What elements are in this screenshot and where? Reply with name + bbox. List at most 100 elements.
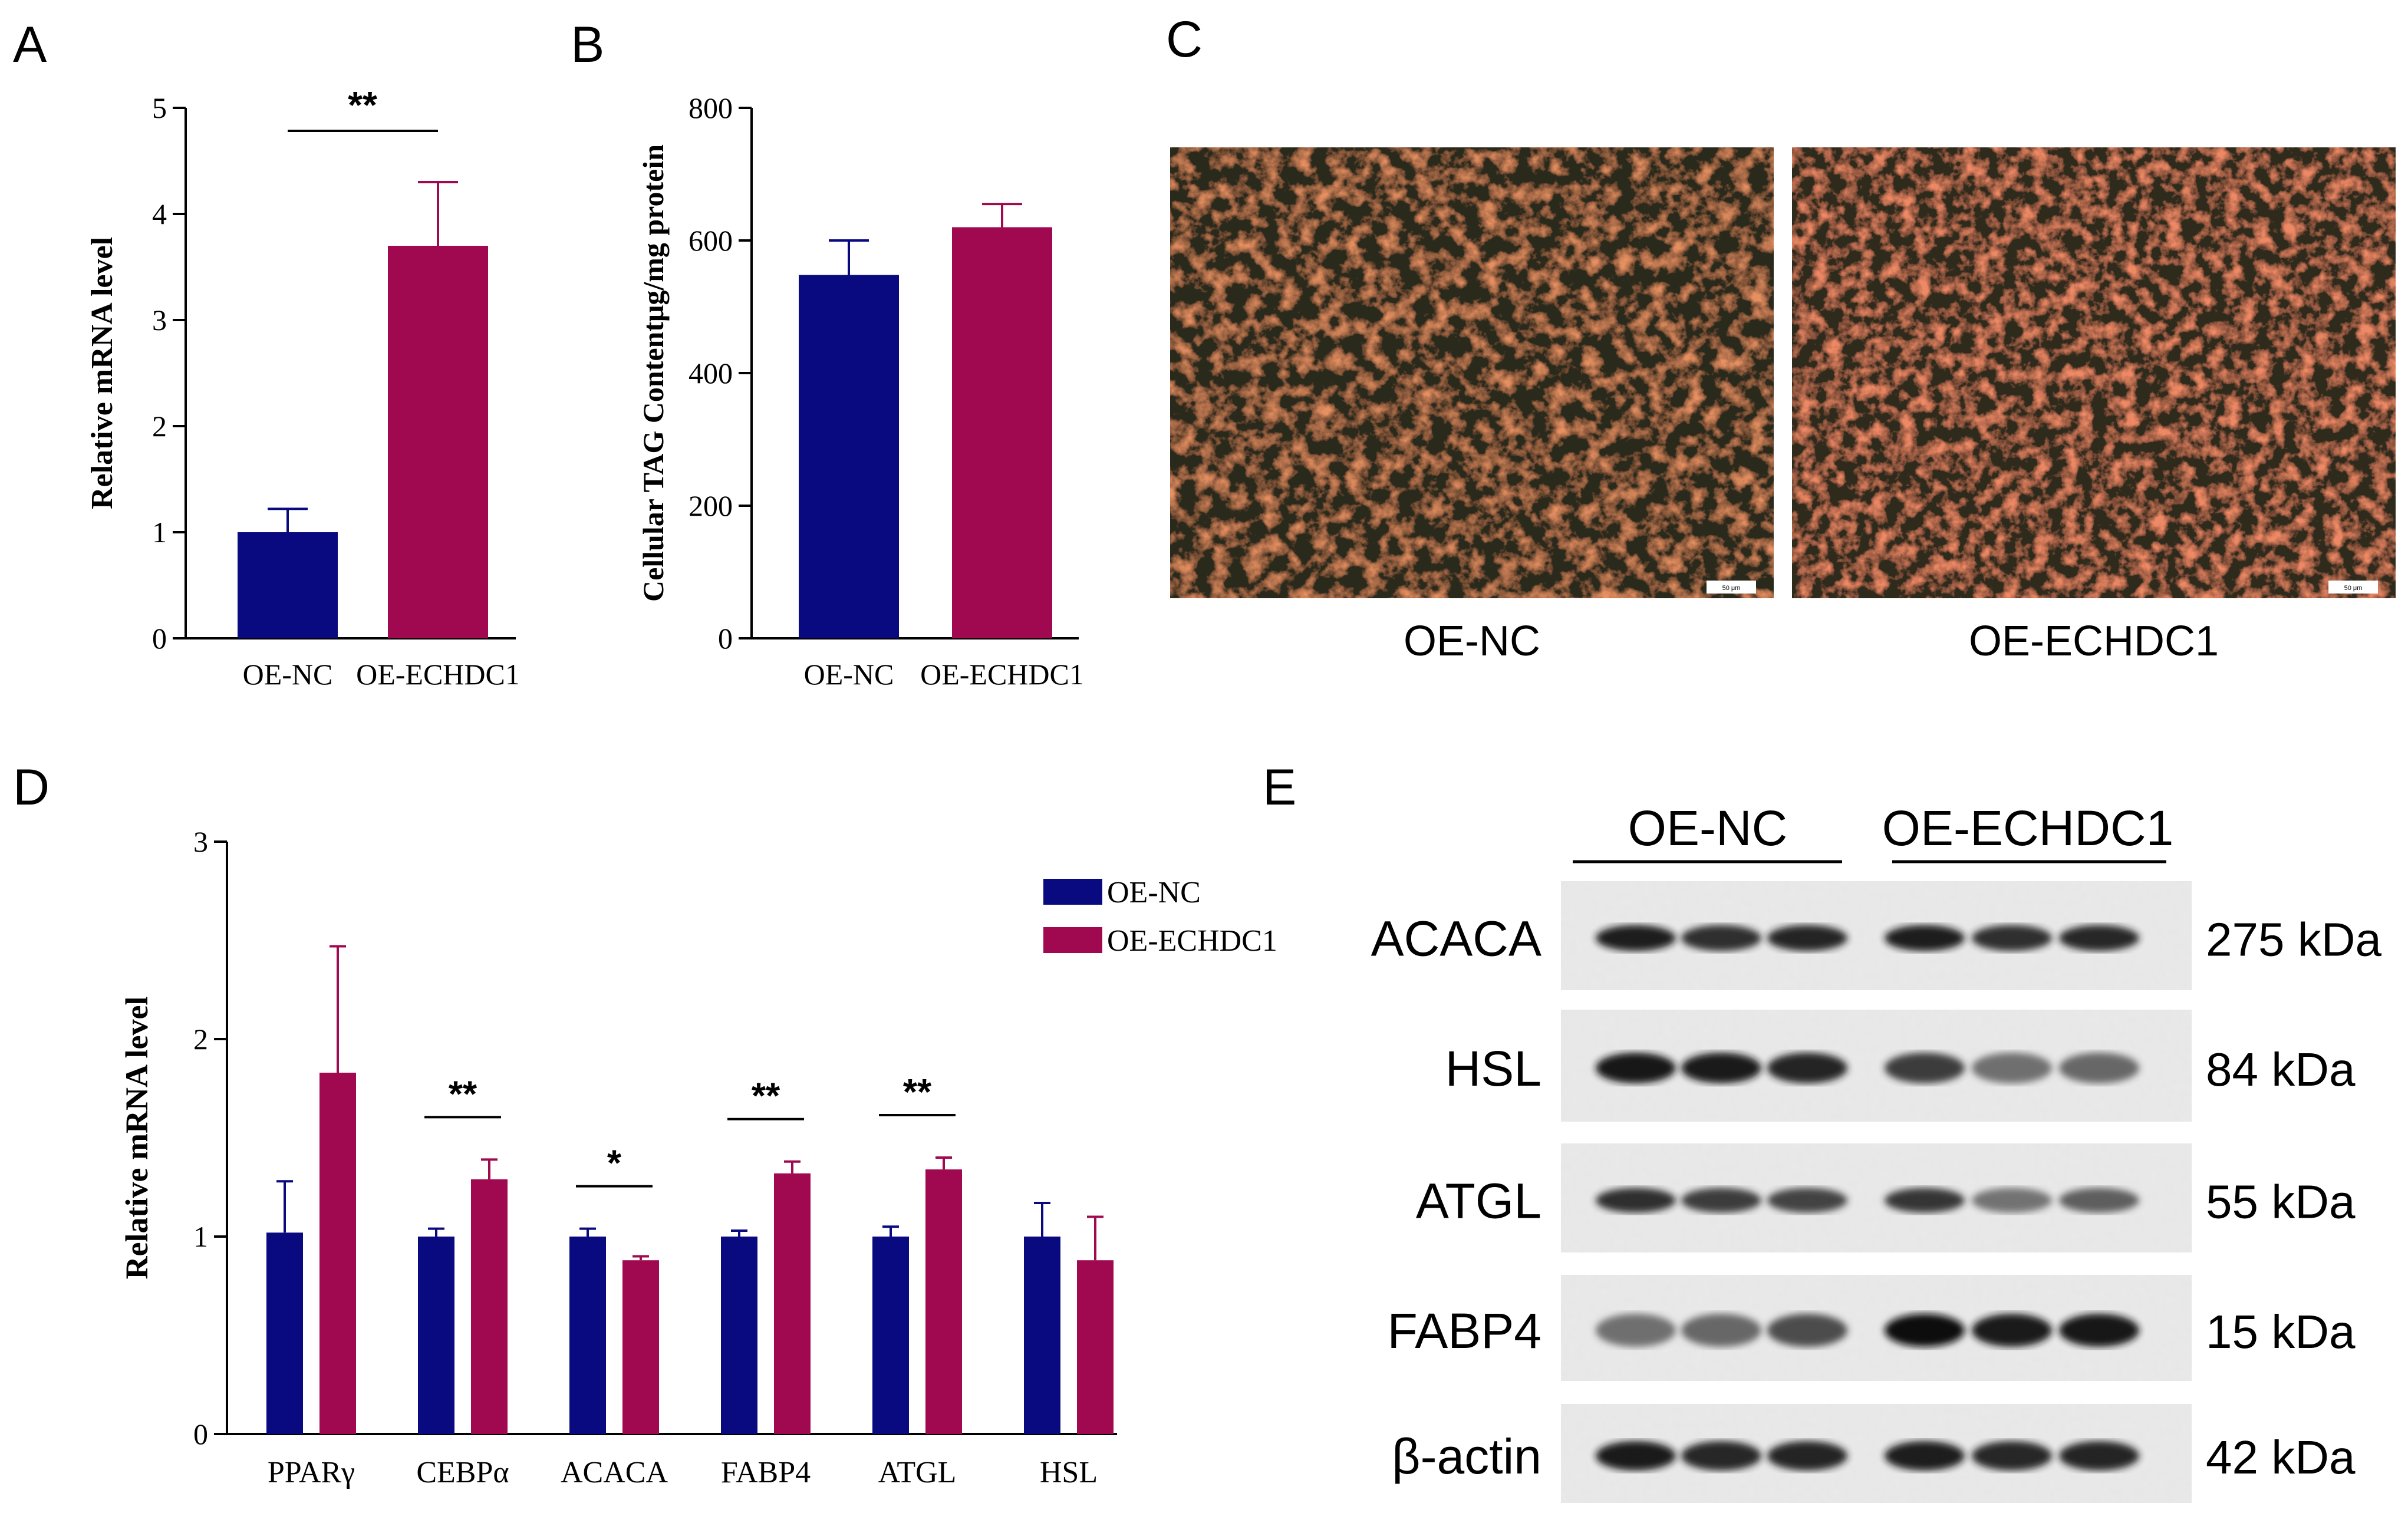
- chart-d-bar: [774, 1173, 811, 1434]
- blot-band: [2059, 1188, 2139, 1213]
- blot-band: [1972, 1314, 2052, 1347]
- blot-band: [1596, 1314, 1676, 1347]
- chart-d-legend-swatch: [1043, 927, 1102, 953]
- chart-d-bar: [569, 1237, 606, 1434]
- blot-band: [1885, 1188, 1965, 1213]
- chart-d-y-tick-label: 0: [193, 1417, 208, 1451]
- chart-b-x-tick-label: OE-NC: [804, 658, 894, 691]
- panel-letter-c: C: [1166, 11, 1203, 68]
- blot-band: [1681, 1441, 1761, 1471]
- chart-a-y-tick-label: 3: [152, 304, 167, 337]
- panel-letter-e: E: [1263, 759, 1296, 816]
- chart-b-bar: [952, 227, 1052, 638]
- blot-band: [2059, 925, 2139, 951]
- chart-a-y-tick-label: 5: [152, 91, 167, 124]
- blot-band: [1767, 1188, 1847, 1213]
- chart-d-legend-label: OE-ECHDC1: [1107, 924, 1277, 958]
- chart-d-bar: [266, 1232, 303, 1434]
- chart-b: 0 200 400 600 800 Cellular TAG Contentμg/mg p…: [637, 91, 1084, 691]
- chart-b-y-tick-label: 0: [718, 622, 733, 655]
- blot-band: [1767, 1314, 1847, 1347]
- chart-d-bar: [721, 1237, 757, 1434]
- blot-band: [1681, 1053, 1761, 1083]
- blot-band: [1972, 925, 2052, 951]
- chart-d-x-tick-label: ACACA: [561, 1456, 668, 1489]
- chart-d-bar: [418, 1237, 454, 1434]
- blot-group-label-oe-nc: OE-NC: [1628, 800, 1788, 856]
- blot-band: [1767, 925, 1847, 951]
- scale-bar-label-echdc1: 50 μm: [2344, 585, 2363, 592]
- chart-d: 0 1 2 3 Relative mRNA level PPARγ CEBPα ACACA FA…: [119, 825, 1277, 1489]
- blot-band: [1596, 1053, 1676, 1083]
- blot-band: [1885, 1314, 1965, 1347]
- chart-d-bar: [925, 1169, 962, 1434]
- blot-band: [1972, 1188, 2052, 1213]
- blot-band: [1681, 1188, 1761, 1213]
- scale-bar-echdc1: [2328, 581, 2378, 594]
- chart-d-legend-swatch: [1043, 879, 1102, 905]
- blot-protein-label: FABP4: [1388, 1303, 1541, 1359]
- scale-bar-label-nc: 50 μm: [1722, 585, 1741, 592]
- blot-size-label: 55 kDa: [2206, 1176, 2356, 1228]
- chart-a-y-tick-label: 4: [152, 197, 167, 230]
- chart-d-bar: [622, 1260, 659, 1434]
- blot-band: [1596, 1188, 1676, 1213]
- microscopy-panel: 50 μm 50 μm OE-NC OE-ECHDC1: [1170, 147, 2396, 665]
- blot-size-label: 275 kDa: [2206, 914, 2381, 966]
- chart-d-bar: [471, 1179, 508, 1434]
- chart-b-y-tick-label: 400: [689, 357, 733, 390]
- chart-a-bar: [238, 532, 338, 638]
- microscopy-image-oe-echdc1: [1792, 147, 2396, 598]
- blot-band: [1767, 1441, 1847, 1471]
- chart-d-bar: [319, 1072, 356, 1434]
- chart-a-y-tick-label: 0: [152, 622, 167, 655]
- chart-d-y-tick-label: 2: [193, 1023, 208, 1056]
- western-blot-panel: OE-NC OE-ECHDC1 ACACA 275 kDa HSL 84 kDa ATG…: [1371, 800, 2381, 1503]
- blot-band: [1596, 1441, 1676, 1471]
- chart-a-x-tick-label: OE-NC: [243, 658, 333, 691]
- chart-d-y-tick-label: 1: [193, 1220, 208, 1253]
- chart-b-bar: [799, 275, 899, 638]
- blot-protein-label: ATGL: [1416, 1173, 1541, 1229]
- panel-letter-b: B: [571, 17, 604, 73]
- chart-b-y-tick-label: 800: [689, 91, 733, 124]
- blot-band: [1885, 925, 1965, 951]
- blot-protein-label: β-actin: [1392, 1429, 1541, 1484]
- blot-protein-label: ACACA: [1371, 911, 1541, 967]
- chart-a-x-tick-label: OE-ECHDC1: [356, 658, 520, 691]
- blot-band: [1681, 925, 1761, 951]
- microscopy-caption-oe-nc: OE-NC: [1404, 618, 1540, 665]
- chart-d-bar: [872, 1237, 909, 1434]
- blot-band: [2059, 1314, 2139, 1347]
- chart-b-x-tick-label: OE-ECHDC1: [920, 658, 1084, 691]
- blot-band: [1972, 1441, 2052, 1471]
- chart-d-legend-label: OE-NC: [1107, 876, 1201, 909]
- blot-size-label: 15 kDa: [2206, 1306, 2356, 1358]
- chart-a-y-tick-label: 2: [152, 410, 167, 443]
- panel-letter-d: D: [13, 759, 50, 816]
- chart-d-x-tick-label: HSL: [1040, 1456, 1098, 1489]
- chart-d-x-tick-label: FABP4: [721, 1456, 811, 1489]
- chart-d-y-axis-title: Relative mRNA level: [119, 997, 154, 1280]
- chart-d-significance-label: **: [903, 1072, 932, 1113]
- chart-d-bar: [1024, 1237, 1060, 1434]
- blot-protein-label: HSL: [1445, 1041, 1541, 1096]
- chart-a-bar: [388, 246, 488, 638]
- blot-band: [1596, 925, 1676, 951]
- chart-d-bar: [1077, 1260, 1114, 1434]
- blot-size-label: 42 kDa: [2206, 1431, 2356, 1484]
- chart-d-significance-label: **: [449, 1074, 477, 1115]
- panel-letter-a: A: [13, 17, 47, 73]
- chart-a-significance-label: **: [348, 84, 377, 126]
- chart-a-y-axis-title: Relative mRNA level: [85, 237, 119, 509]
- blot-band: [1681, 1314, 1761, 1347]
- chart-a-y-tick-label: 1: [152, 516, 167, 549]
- chart-d-significance-label: **: [752, 1076, 780, 1117]
- chart-b-y-tick-label: 600: [689, 224, 733, 257]
- blot-band: [1885, 1053, 1965, 1083]
- microscopy-image-oe-nc: [1170, 147, 1774, 598]
- chart-d-x-tick-label: CEBPα: [416, 1456, 509, 1489]
- chart-d-significance-label: *: [607, 1143, 622, 1184]
